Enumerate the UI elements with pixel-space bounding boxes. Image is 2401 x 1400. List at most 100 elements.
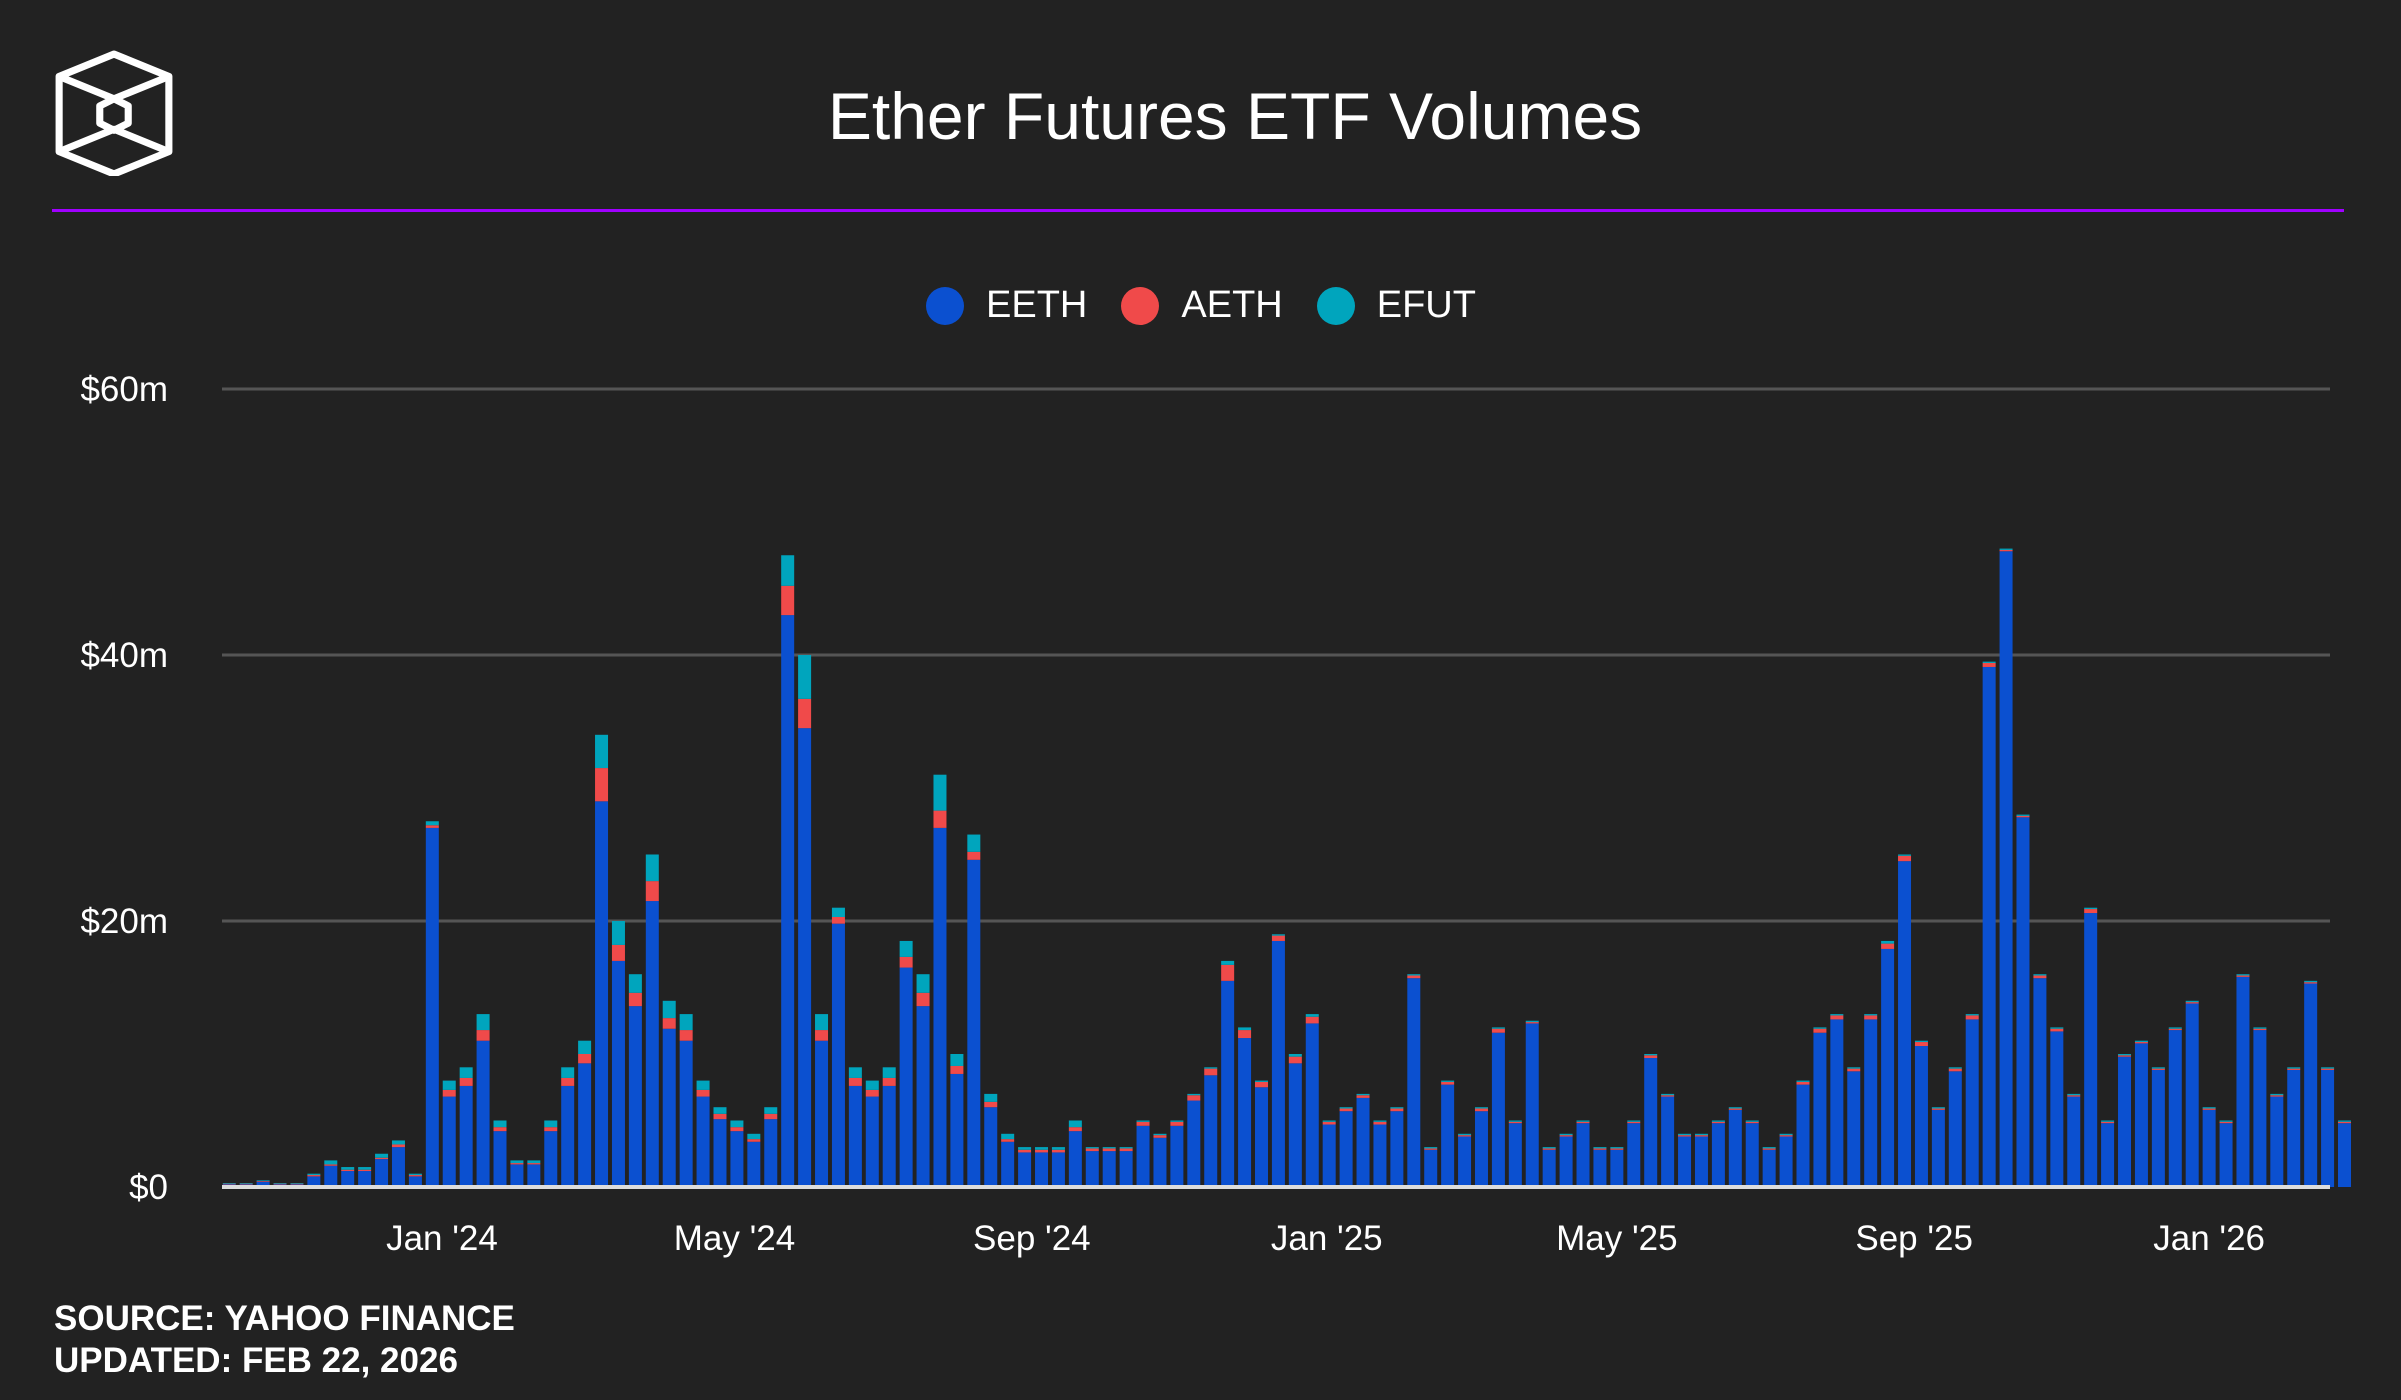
bar-eeth xyxy=(984,1107,998,1187)
legend-item-aeth[interactable]: AETH xyxy=(1121,284,1283,327)
bar-eeth xyxy=(781,615,795,1187)
bar-eeth xyxy=(1102,1151,1116,1187)
bar-eeth xyxy=(2236,976,2250,1187)
bar-efut xyxy=(1779,1133,1793,1136)
bar-eeth xyxy=(1593,1149,1607,1187)
bar-eeth xyxy=(1204,1075,1218,1187)
bar-efut xyxy=(933,774,947,811)
legend-marker-efut xyxy=(1316,286,1355,325)
bar-eeth xyxy=(1474,1111,1488,1187)
bar-efut xyxy=(307,1173,321,1176)
bar-aeth xyxy=(1068,1127,1082,1132)
bar-efut xyxy=(1644,1054,1658,1056)
bar-efut xyxy=(1018,1147,1032,1150)
bar-eeth xyxy=(1762,1149,1776,1187)
bar-eeth xyxy=(1678,1136,1692,1187)
bar-efut xyxy=(1576,1120,1590,1122)
bar-eeth xyxy=(1322,1124,1336,1187)
bar-eeth xyxy=(425,827,439,1187)
bar-eeth xyxy=(544,1131,558,1187)
bar-aeth xyxy=(1051,1149,1065,1153)
bar-eeth xyxy=(730,1131,744,1187)
bar-aeth xyxy=(1644,1055,1658,1058)
legend-item-eeth[interactable]: EETH xyxy=(926,284,1087,327)
bar-efut xyxy=(2033,974,2047,976)
bar-eeth xyxy=(1745,1123,1759,1187)
bar-efut xyxy=(679,1014,693,1031)
bar-aeth xyxy=(1813,1028,1827,1033)
bar-eeth xyxy=(1288,1063,1302,1187)
bar-aeth xyxy=(2202,1108,2216,1110)
bar-eeth xyxy=(2134,1043,2148,1187)
bar-eeth xyxy=(442,1096,456,1187)
bar-efut xyxy=(459,1067,473,1078)
bar-aeth xyxy=(1728,1108,1742,1110)
bar-efut xyxy=(425,821,439,826)
bar-eeth xyxy=(628,1006,642,1187)
bar-aeth xyxy=(1491,1028,1505,1033)
bar-eeth xyxy=(1271,940,1285,1187)
bar-efut xyxy=(1390,1107,1404,1109)
bar-eeth xyxy=(1136,1125,1150,1187)
bar-efut xyxy=(1593,1147,1607,1149)
bar-eeth xyxy=(1881,948,1895,1187)
bar-efut xyxy=(950,1054,964,1066)
x-tick-label: Sep '25 xyxy=(1855,1219,1973,1258)
bar-eeth xyxy=(1864,1019,1878,1187)
bar-efut xyxy=(1322,1120,1336,1122)
bar-aeth xyxy=(2236,975,2250,977)
bar-aeth xyxy=(290,1183,304,1185)
bar-eeth xyxy=(2202,1109,2216,1187)
x-tick-label: Jan '24 xyxy=(386,1219,498,1258)
bar-eeth xyxy=(2168,1030,2182,1187)
bar-efut xyxy=(1982,661,1996,663)
bar-efut xyxy=(391,1140,405,1145)
bar-eeth xyxy=(1999,551,2013,1187)
bar-eeth xyxy=(1898,861,1912,1187)
bar-efut xyxy=(984,1093,998,1102)
x-tick-label: May '25 xyxy=(1556,1219,1677,1258)
bar-efut xyxy=(764,1107,778,1114)
updated-note: UPDATED: FEB 22, 2026 xyxy=(54,1341,458,1380)
bar-efut xyxy=(1931,1107,1945,1109)
bar-eeth xyxy=(2270,1096,2284,1187)
bar-eeth xyxy=(1508,1123,1522,1187)
x-tick-label: May '24 xyxy=(674,1219,795,1258)
bar-efut xyxy=(1339,1107,1353,1109)
bar-efut xyxy=(544,1120,558,1128)
bar-efut xyxy=(1102,1147,1116,1149)
bar-efut xyxy=(1762,1147,1776,1149)
title-divider xyxy=(52,209,2344,212)
bar-eeth xyxy=(1542,1149,1556,1187)
bar-efut xyxy=(561,1067,575,1078)
bar-efut xyxy=(1458,1133,1472,1136)
bar-aeth xyxy=(798,698,812,729)
bar-eeth xyxy=(1830,1019,1844,1187)
bar-aeth xyxy=(2270,1095,2284,1097)
legend-marker-eeth xyxy=(926,286,965,325)
bar-efut xyxy=(1610,1147,1624,1149)
bar-efut xyxy=(1965,1014,1979,1016)
bar-efut xyxy=(1813,1027,1827,1029)
bar-efut xyxy=(1254,1080,1268,1082)
bar-aeth xyxy=(2033,975,2047,979)
bar-aeth xyxy=(358,1169,372,1172)
bar-eeth xyxy=(1424,1149,1438,1187)
bar-aeth xyxy=(899,956,913,968)
bar-aeth xyxy=(1238,1030,1252,1039)
bar-efut xyxy=(815,1014,829,1031)
bar-eeth xyxy=(679,1040,693,1187)
bar-eeth xyxy=(2321,1069,2335,1187)
legend-item-efut[interactable]: EFUT xyxy=(1316,284,1476,327)
bar-eeth xyxy=(764,1119,778,1187)
bar-eeth xyxy=(2067,1096,2081,1187)
bar-aeth xyxy=(1424,1148,1438,1150)
bar-efut xyxy=(1068,1120,1082,1128)
bar-aeth xyxy=(781,585,795,616)
bar-eeth xyxy=(2118,1056,2132,1187)
bar-eeth xyxy=(1813,1032,1827,1187)
bar-aeth xyxy=(459,1077,473,1086)
bar-efut xyxy=(358,1167,372,1170)
bar-efut xyxy=(1881,940,1895,944)
bar-aeth xyxy=(1779,1135,1793,1137)
